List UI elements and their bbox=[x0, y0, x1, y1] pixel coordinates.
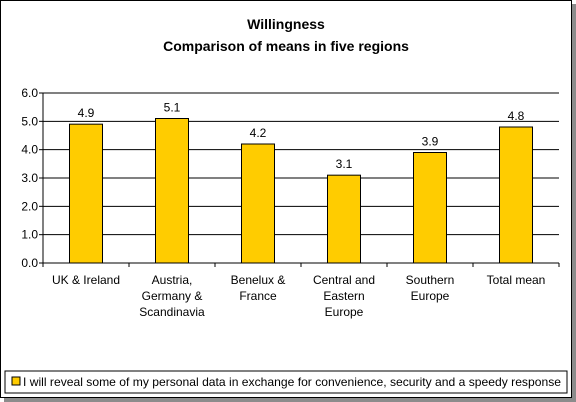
bars bbox=[69, 118, 533, 264]
data-labels: 4.9 5.1 4.2 3.1 3.9 4.8 bbox=[78, 101, 525, 172]
x-tick-label-line: Southern bbox=[406, 273, 455, 287]
y-tick-label: 1.0 bbox=[21, 228, 38, 242]
x-tick-label: Southern Europe bbox=[406, 273, 455, 303]
x-tick-label: Austria, Germany & Scandinavia bbox=[139, 273, 205, 319]
x-tick-label: UK & Ireland bbox=[52, 273, 120, 287]
x-tick-label: Central and Eastern Europe bbox=[313, 273, 375, 319]
x-tick-label-line: Eastern bbox=[323, 289, 364, 303]
legend-entry: I will reveal some of my personal data i… bbox=[23, 375, 561, 389]
x-tick-label-line: France bbox=[239, 289, 277, 303]
bar bbox=[241, 143, 275, 264]
legend-swatch bbox=[11, 376, 21, 386]
legend: I will reveal some of my personal data i… bbox=[4, 370, 568, 394]
y-tick-label: 4.0 bbox=[21, 143, 38, 157]
data-label: 4.9 bbox=[78, 106, 95, 120]
y-tick-label: 0.0 bbox=[21, 256, 38, 270]
chart-title: Willingness bbox=[247, 16, 325, 32]
x-tick-label-line: Central and bbox=[313, 273, 375, 287]
chart-subtitle: Comparison of means in five regions bbox=[163, 38, 409, 54]
x-tick-label-line: Europe bbox=[411, 289, 450, 303]
data-label: 4.8 bbox=[508, 109, 525, 123]
bar bbox=[155, 118, 189, 264]
x-tick-label-line: Scandinavia bbox=[139, 305, 205, 319]
y-tick-label: 6.0 bbox=[21, 86, 38, 100]
x-tick-label: Total mean bbox=[487, 273, 546, 287]
data-label: 3.1 bbox=[336, 157, 353, 171]
x-tick-label: Benelux & France bbox=[231, 273, 286, 303]
y-tick-label: 5.0 bbox=[21, 114, 38, 128]
y-tick-label: 3.0 bbox=[21, 171, 38, 185]
legend-box bbox=[4, 370, 568, 394]
x-tick-label-line: Germany & bbox=[142, 289, 203, 303]
bar bbox=[499, 126, 533, 264]
category-labels: UK & Ireland Austria, Germany & Scandinavia… bbox=[52, 273, 545, 319]
bar bbox=[69, 123, 103, 264]
data-label: 4.2 bbox=[250, 126, 267, 140]
bar bbox=[413, 152, 447, 264]
data-label: 3.9 bbox=[422, 135, 439, 149]
y-tick-label: 2.0 bbox=[21, 199, 38, 213]
x-tick-label-line: UK & Ireland bbox=[52, 273, 120, 287]
data-label: 5.1 bbox=[164, 101, 181, 115]
axes: 0.0 1.0 2.0 3.0 4.0 5.0 6.0 bbox=[21, 86, 560, 270]
bar bbox=[327, 174, 361, 264]
gridlines bbox=[43, 92, 559, 236]
x-tick-label-line: Austria, bbox=[152, 273, 193, 287]
bar-chart: Willingness Comparison of means in five … bbox=[4, 16, 568, 394]
x-tick-label-line: Europe bbox=[325, 305, 364, 319]
x-tick-label-line: Total mean bbox=[487, 273, 546, 287]
x-tick-label-line: Benelux & bbox=[231, 273, 286, 287]
